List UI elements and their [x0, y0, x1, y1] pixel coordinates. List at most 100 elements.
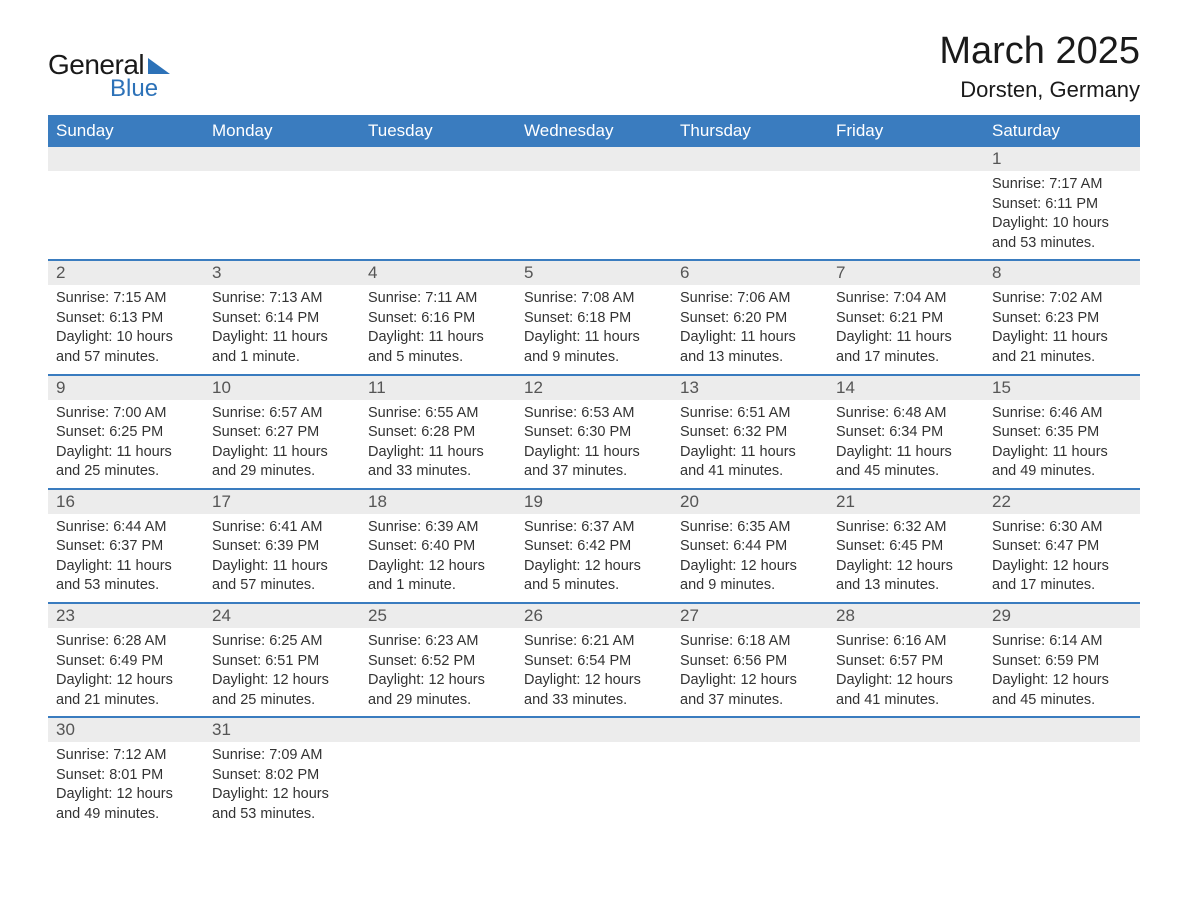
sunrise-text: Sunrise: 7:02 AM	[992, 289, 1132, 309]
day-number: 7	[828, 261, 984, 285]
day-cell	[516, 718, 672, 830]
day-cell: 24Sunrise: 6:25 AMSunset: 6:51 PMDayligh…	[204, 604, 360, 716]
day-body: Sunrise: 7:08 AMSunset: 6:18 PMDaylight:…	[516, 285, 672, 373]
day-cell: 16Sunrise: 6:44 AMSunset: 6:37 PMDayligh…	[48, 490, 204, 602]
calendar: Sunday Monday Tuesday Wednesday Thursday…	[48, 115, 1140, 831]
day-cell: 21Sunrise: 6:32 AMSunset: 6:45 PMDayligh…	[828, 490, 984, 602]
logo-text-blue: Blue	[110, 75, 158, 103]
logo-triangle-icon	[148, 58, 170, 74]
day-body: Sunrise: 6:25 AMSunset: 6:51 PMDaylight:…	[204, 628, 360, 716]
sunrise-text: Sunrise: 6:55 AM	[368, 404, 508, 424]
daylight-text: Daylight: 10 hours and 53 minutes.	[992, 214, 1132, 253]
day-body	[516, 171, 672, 251]
day-cell: 23Sunrise: 6:28 AMSunset: 6:49 PMDayligh…	[48, 604, 204, 716]
day-number: 31	[204, 718, 360, 742]
day-cell: 12Sunrise: 6:53 AMSunset: 6:30 PMDayligh…	[516, 376, 672, 488]
sunrise-text: Sunrise: 7:00 AM	[56, 404, 196, 424]
day-cell: 8 Sunrise: 7:02 AMSunset: 6:23 PMDaylight…	[984, 261, 1140, 373]
day-body: Sunrise: 6:37 AMSunset: 6:42 PMDaylight:…	[516, 514, 672, 602]
day-number: 14	[828, 376, 984, 400]
sunrise-text: Sunrise: 6:14 AM	[992, 632, 1132, 652]
sunset-text: Sunset: 6:49 PM	[56, 652, 196, 672]
daylight-text: Daylight: 11 hours and 21 minutes.	[992, 328, 1132, 367]
day-body: Sunrise: 6:39 AMSunset: 6:40 PMDaylight:…	[360, 514, 516, 602]
day-body	[672, 742, 828, 822]
sunrise-text: Sunrise: 6:39 AM	[368, 518, 508, 538]
sunrise-text: Sunrise: 7:12 AM	[56, 746, 196, 766]
day-body: Sunrise: 6:44 AMSunset: 6:37 PMDaylight:…	[48, 514, 204, 602]
sunset-text: Sunset: 6:37 PM	[56, 537, 196, 557]
sunset-text: Sunset: 6:21 PM	[836, 309, 976, 329]
sunrise-text: Sunrise: 6:41 AM	[212, 518, 352, 538]
sunset-text: Sunset: 6:27 PM	[212, 423, 352, 443]
day-number: 15	[984, 376, 1140, 400]
day-cell: 29Sunrise: 6:14 AMSunset: 6:59 PMDayligh…	[984, 604, 1140, 716]
sunset-text: Sunset: 6:25 PM	[56, 423, 196, 443]
day-body	[516, 742, 672, 822]
day-cell: 26Sunrise: 6:21 AMSunset: 6:54 PMDayligh…	[516, 604, 672, 716]
day-cell: 14Sunrise: 6:48 AMSunset: 6:34 PMDayligh…	[828, 376, 984, 488]
week-row: 23Sunrise: 6:28 AMSunset: 6:49 PMDayligh…	[48, 602, 1140, 716]
sunset-text: Sunset: 6:57 PM	[836, 652, 976, 672]
day-number: 11	[360, 376, 516, 400]
day-number: 28	[828, 604, 984, 628]
daylight-text: Daylight: 10 hours and 57 minutes.	[56, 328, 196, 367]
day-cell: 10Sunrise: 6:57 AMSunset: 6:27 PMDayligh…	[204, 376, 360, 488]
day-body: Sunrise: 6:21 AMSunset: 6:54 PMDaylight:…	[516, 628, 672, 716]
day-header-mon: Monday	[204, 115, 360, 147]
day-number: 3	[204, 261, 360, 285]
sunset-text: Sunset: 6:35 PM	[992, 423, 1132, 443]
day-body	[204, 171, 360, 251]
day-cell: 31Sunrise: 7:09 AMSunset: 8:02 PMDayligh…	[204, 718, 360, 830]
day-cell: 1Sunrise: 7:17 AMSunset: 6:11 PMDaylight…	[984, 147, 1140, 259]
day-cell: 9Sunrise: 7:00 AMSunset: 6:25 PMDaylight…	[48, 376, 204, 488]
day-number: 5	[516, 261, 672, 285]
day-cell: 20Sunrise: 6:35 AMSunset: 6:44 PMDayligh…	[672, 490, 828, 602]
day-number: 12	[516, 376, 672, 400]
day-number: 8	[984, 261, 1140, 285]
day-number: 24	[204, 604, 360, 628]
daylight-text: Daylight: 12 hours and 53 minutes.	[212, 785, 352, 824]
sunset-text: Sunset: 6:51 PM	[212, 652, 352, 672]
day-body: Sunrise: 7:17 AMSunset: 6:11 PMDaylight:…	[984, 171, 1140, 259]
day-body: Sunrise: 7:13 AMSunset: 6:14 PMDaylight:…	[204, 285, 360, 373]
day-number: 9	[48, 376, 204, 400]
daylight-text: Daylight: 11 hours and 57 minutes.	[212, 557, 352, 596]
day-number: 26	[516, 604, 672, 628]
day-body: Sunrise: 6:23 AMSunset: 6:52 PMDaylight:…	[360, 628, 516, 716]
day-body: Sunrise: 7:09 AMSunset: 8:02 PMDaylight:…	[204, 742, 360, 830]
day-cell: 30Sunrise: 7:12 AMSunset: 8:01 PMDayligh…	[48, 718, 204, 830]
day-body: Sunrise: 6:41 AMSunset: 6:39 PMDaylight:…	[204, 514, 360, 602]
sunset-text: Sunset: 6:23 PM	[992, 309, 1132, 329]
sunrise-text: Sunrise: 6:30 AM	[992, 518, 1132, 538]
sunset-text: Sunset: 6:39 PM	[212, 537, 352, 557]
sunrise-text: Sunrise: 6:48 AM	[836, 404, 976, 424]
daylight-text: Daylight: 12 hours and 41 minutes.	[836, 671, 976, 710]
sunset-text: Sunset: 6:42 PM	[524, 537, 664, 557]
day-number: 22	[984, 490, 1140, 514]
sunrise-text: Sunrise: 6:21 AM	[524, 632, 664, 652]
day-number	[360, 718, 516, 742]
day-cell: 28Sunrise: 6:16 AMSunset: 6:57 PMDayligh…	[828, 604, 984, 716]
day-number: 16	[48, 490, 204, 514]
week-row: 16Sunrise: 6:44 AMSunset: 6:37 PMDayligh…	[48, 488, 1140, 602]
sunset-text: Sunset: 6:59 PM	[992, 652, 1132, 672]
day-body: Sunrise: 6:53 AMSunset: 6:30 PMDaylight:…	[516, 400, 672, 488]
sunrise-text: Sunrise: 6:32 AM	[836, 518, 976, 538]
week-row: 2Sunrise: 7:15 AMSunset: 6:13 PMDaylight…	[48, 259, 1140, 373]
sunset-text: Sunset: 6:34 PM	[836, 423, 976, 443]
day-cell	[360, 147, 516, 259]
day-number: 23	[48, 604, 204, 628]
sunrise-text: Sunrise: 7:15 AM	[56, 289, 196, 309]
sunrise-text: Sunrise: 6:25 AM	[212, 632, 352, 652]
day-header-sun: Sunday	[48, 115, 204, 147]
day-header-thu: Thursday	[672, 115, 828, 147]
day-header-tue: Tuesday	[360, 115, 516, 147]
day-body: Sunrise: 6:18 AMSunset: 6:56 PMDaylight:…	[672, 628, 828, 716]
sunrise-text: Sunrise: 6:51 AM	[680, 404, 820, 424]
day-body	[360, 171, 516, 251]
day-body: Sunrise: 6:28 AMSunset: 6:49 PMDaylight:…	[48, 628, 204, 716]
day-cell	[672, 147, 828, 259]
day-cell: 13Sunrise: 6:51 AMSunset: 6:32 PMDayligh…	[672, 376, 828, 488]
sunrise-text: Sunrise: 6:18 AM	[680, 632, 820, 652]
